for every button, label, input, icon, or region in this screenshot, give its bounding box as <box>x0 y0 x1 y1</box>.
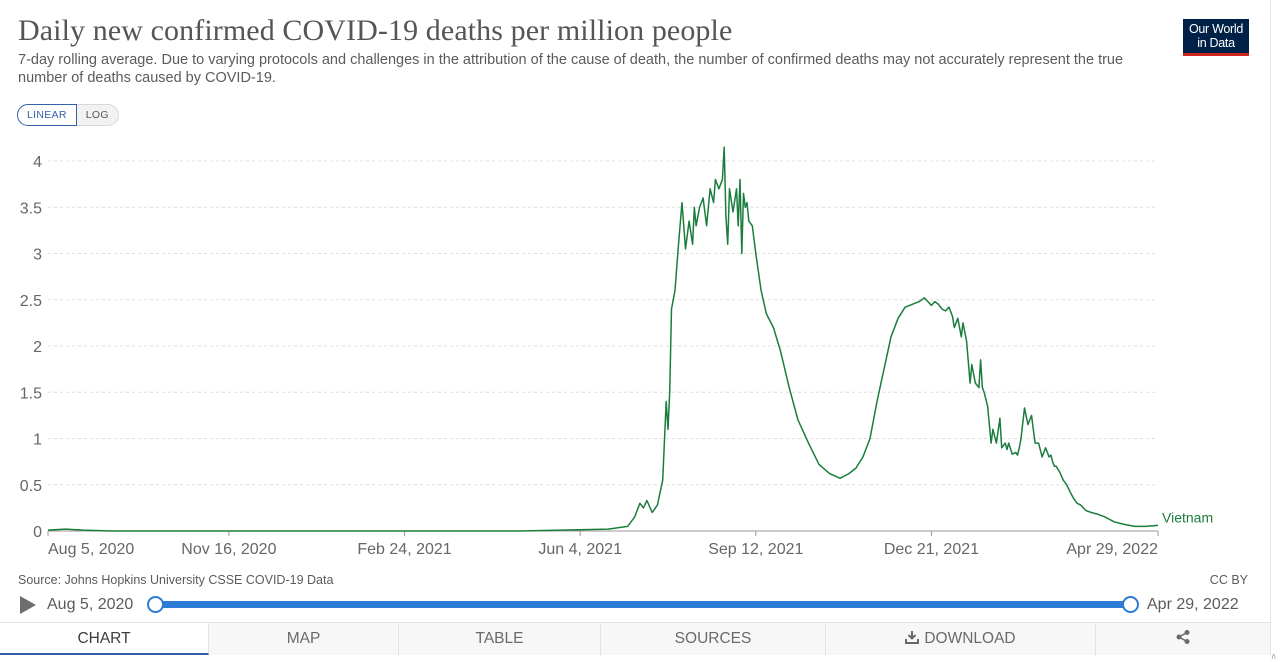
tab-share[interactable] <box>1096 623 1270 655</box>
download-icon <box>905 631 920 644</box>
play-icon[interactable] <box>20 596 36 614</box>
timeline-start-handle[interactable] <box>147 596 164 613</box>
y-tick-label: 0 <box>33 524 42 541</box>
series-group: Vietnam <box>47 146 1213 532</box>
tab-map[interactable]: MAP <box>209 623 399 655</box>
tab-sources[interactable]: SOURCES <box>601 623 826 655</box>
y-tick-label: 4 <box>33 154 42 171</box>
resize-corner-icon: ∧ <box>1270 651 1277 661</box>
x-tick-label: Apr 29, 2022 <box>1066 541 1158 558</box>
y-tick-label: 0.5 <box>20 478 42 495</box>
timeline-end-handle[interactable] <box>1122 596 1139 613</box>
x-tick-label: Feb 24, 2021 <box>357 541 451 558</box>
x-tick-label: Jun 4, 2021 <box>538 541 622 558</box>
y-tick-label: 2.5 <box>20 293 42 310</box>
source-note[interactable]: Source: Johns Hopkins University CSSE CO… <box>18 573 334 587</box>
y-tick-label: 3.5 <box>20 200 42 217</box>
linear-scale-button[interactable]: LINEAR <box>17 104 77 126</box>
series-line-vietnam[interactable] <box>47 146 1159 532</box>
y-tick-label: 1.5 <box>20 385 42 402</box>
y-tick-label: 2 <box>33 339 42 356</box>
grid-lines <box>48 160 1158 486</box>
logo-line-2: in Data <box>1197 36 1235 50</box>
y-tick-label: 1 <box>33 432 42 449</box>
x-tick-label: Nov 16, 2020 <box>181 541 276 558</box>
share-icon <box>1176 630 1190 644</box>
series-label-vietnam[interactable]: Vietnam <box>1162 509 1213 525</box>
timeline-end-date: Apr 29, 2022 <box>1147 596 1239 613</box>
tab-table[interactable]: TABLE <box>399 623 601 655</box>
tab-bar: CHART MAP TABLE SOURCES DOWNLOAD <box>0 622 1270 655</box>
logo-line-1: Our World <box>1188 22 1244 36</box>
tab-chart[interactable]: CHART <box>0 623 209 655</box>
line-chart: 0 0.5 1 1.5 2 2.5 3 3.5 4 Aug 5, 2020 Nov 16, 202… <box>20 146 1213 558</box>
x-tick-label: Aug 5, 2020 <box>48 541 134 558</box>
y-tick-label: 3 <box>33 247 42 264</box>
x-axis: Aug 5, 2020 Nov 16, 2020 Feb 24, 2021 Jun 4… <box>47 530 1159 558</box>
owid-logo[interactable]: Our World in Data <box>1183 19 1249 56</box>
chart-title: Daily new confirmed COVID-19 deaths per … <box>18 14 733 47</box>
tab-download[interactable]: DOWNLOAD <box>826 623 1096 655</box>
scale-toggle: LINEAR LOG <box>17 104 119 126</box>
log-scale-button[interactable]: LOG <box>76 104 119 126</box>
license-link[interactable]: CC BY <box>1209 573 1248 587</box>
y-axis-ticks: 0 0.5 1 1.5 2 2.5 3 3.5 4 <box>20 154 42 541</box>
x-tick-label: Sep 12, 2021 <box>708 541 803 558</box>
x-tick-label: Dec 21, 2021 <box>884 541 979 558</box>
timeline-start-date: Aug 5, 2020 <box>47 596 134 613</box>
timeline-track[interactable] <box>155 601 1130 608</box>
download-label: DOWNLOAD <box>924 630 1016 647</box>
chart-subtitle: 7-day rolling average. Due to varying pr… <box>18 52 1124 86</box>
